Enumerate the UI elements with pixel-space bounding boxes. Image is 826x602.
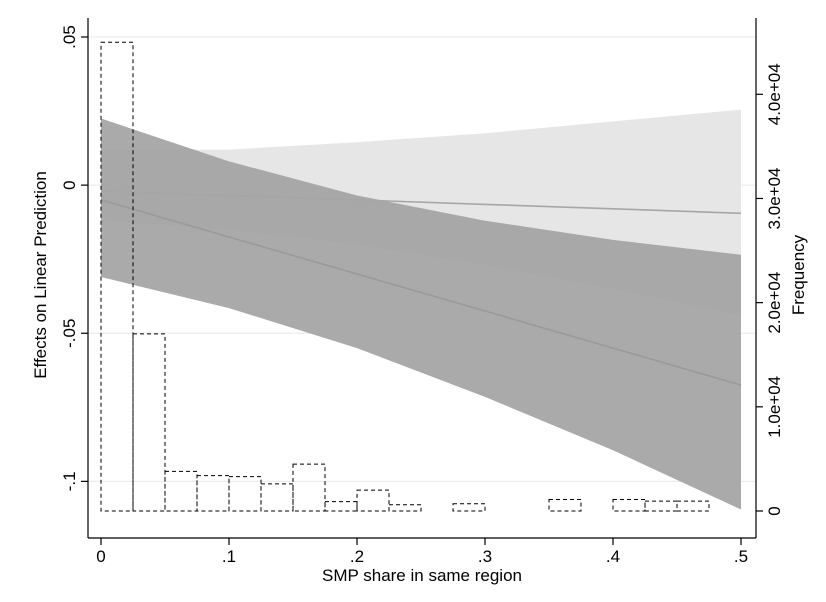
y-axis-right-title: Frequency bbox=[789, 234, 808, 315]
y-left-tick-label: .05 bbox=[60, 25, 79, 49]
prediction-lines bbox=[100, 190, 742, 386]
histogram-bar bbox=[292, 463, 326, 512]
histogram-bar bbox=[388, 504, 422, 512]
y-left-tick-label: 0 bbox=[60, 180, 79, 189]
histogram bbox=[100, 41, 710, 512]
histogram-bar bbox=[548, 499, 582, 512]
histogram-bar bbox=[356, 489, 390, 512]
x-tick-label: .5 bbox=[734, 547, 748, 566]
confidence-band-2 bbox=[101, 118, 741, 510]
tick-labels: 0 .1 .2 .3 .4 .5 .05 0 -.05 -.1 0 1.0e+04 2.0e+04 3.0… bbox=[60, 25, 784, 566]
x-axis-title: SMP share in same region bbox=[322, 566, 522, 585]
y-axis-left-title: Effects on Linear Prediction bbox=[31, 171, 50, 379]
y-right-tick-label: 4.0e+04 bbox=[765, 63, 784, 125]
histogram-bar bbox=[676, 500, 710, 512]
axes bbox=[87, 18, 757, 539]
x-tick-label: .3 bbox=[478, 547, 492, 566]
prediction-line-2 bbox=[100, 199, 742, 386]
x-tick-label: 0 bbox=[96, 547, 105, 566]
histogram-bar bbox=[132, 333, 166, 512]
histogram-bar bbox=[100, 41, 134, 512]
x-tick-label: .1 bbox=[222, 547, 236, 566]
confidence-bands bbox=[101, 109, 741, 510]
y-right-tick-label: 1.0e+04 bbox=[765, 376, 784, 438]
histogram-bar bbox=[324, 501, 358, 512]
prediction-line-1 bbox=[100, 190, 742, 215]
histogram-bar bbox=[260, 483, 294, 512]
y-left-tick-label: -.05 bbox=[60, 319, 79, 348]
histogram-bar bbox=[196, 475, 230, 512]
y-right-tick-label: 3.0e+04 bbox=[765, 168, 784, 230]
x-tick-label: .4 bbox=[606, 547, 620, 566]
x-tick-label: .2 bbox=[350, 547, 364, 566]
y-right-tick-label: 2.0e+04 bbox=[765, 272, 784, 334]
y-right-tick-label: 0 bbox=[765, 506, 784, 515]
histogram-bar bbox=[452, 503, 486, 512]
y-left-tick-label: -.1 bbox=[60, 471, 79, 491]
